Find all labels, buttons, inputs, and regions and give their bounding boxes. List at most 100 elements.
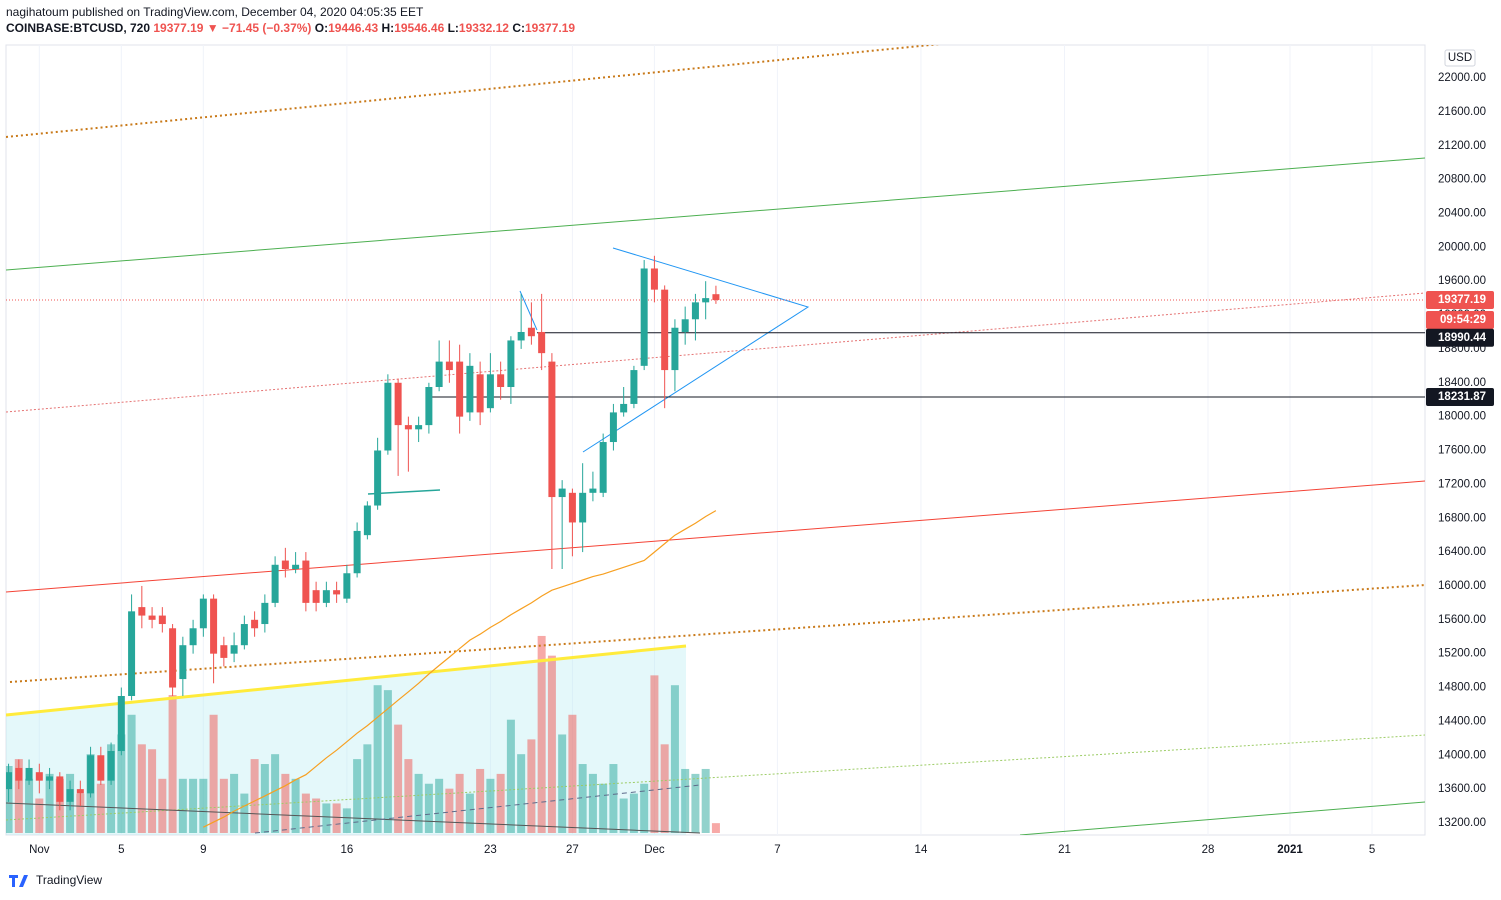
volume-bar — [650, 675, 659, 833]
volume-bar — [137, 744, 146, 833]
x-tick-label: 28 — [1202, 844, 1215, 856]
brand: TradingView — [36, 873, 103, 887]
y-tick-label: 22000.00 — [1438, 72, 1486, 84]
volume-bar — [517, 754, 526, 833]
candle-body — [25, 767, 33, 781]
logo — [9, 875, 28, 887]
candle-body — [548, 361, 556, 498]
candle-body — [302, 560, 310, 603]
candle-body — [230, 645, 238, 654]
trend-line — [1019, 801, 1425, 835]
trend-line — [6, 157, 1425, 271]
volume-bar — [178, 778, 187, 833]
volume-bar — [619, 798, 628, 833]
candle-body — [353, 530, 361, 574]
trend-line — [6, 802, 701, 834]
level-label-box — [1426, 388, 1494, 407]
candle-body — [650, 268, 658, 290]
low: 19332.12 — [458, 21, 509, 35]
candle-body — [425, 387, 433, 426]
triangle — [582, 247, 810, 453]
volume-bar — [547, 655, 556, 833]
candle-body — [691, 302, 699, 320]
volume-bar — [373, 685, 382, 833]
last-price-label-box — [1426, 291, 1494, 310]
candle-body — [507, 340, 515, 388]
candle-body — [363, 505, 371, 536]
candle-body — [46, 776, 54, 781]
candle-body — [148, 615, 156, 620]
volume-bar — [209, 714, 218, 833]
volume-bar — [301, 793, 310, 833]
candle-body — [240, 624, 248, 646]
candle-body — [589, 488, 597, 493]
volume-bar — [353, 759, 362, 833]
volume-bar — [537, 635, 546, 833]
countdown-label: 09:54:29 — [1440, 314, 1486, 326]
candles — [6, 255, 720, 828]
volume-bar — [230, 773, 239, 833]
c-label: C: — [512, 21, 525, 35]
candle-body — [404, 425, 412, 430]
volume-bar — [711, 823, 720, 833]
volume-bar — [25, 778, 34, 833]
candle-body — [322, 590, 330, 603]
candle-body — [712, 294, 720, 301]
candle-body — [281, 560, 289, 570]
candle-body — [107, 751, 115, 781]
x-tick-label: 2021 — [1277, 844, 1303, 856]
volume-bar — [476, 768, 485, 833]
volume-bar — [35, 798, 44, 833]
candle-body — [261, 602, 269, 625]
y-tick-label: 13600.00 — [1438, 783, 1486, 795]
trend-line — [9, 584, 1425, 683]
volume-bar — [96, 783, 105, 833]
volume-bar — [670, 685, 679, 833]
candle-body — [374, 450, 382, 506]
candle-body — [56, 776, 64, 802]
candle-body — [579, 492, 587, 523]
y-tick-label: 20000.00 — [1438, 241, 1486, 253]
candle-body — [199, 598, 207, 629]
x-tick-label: 9 — [200, 844, 206, 856]
candle-body — [169, 628, 177, 688]
candle-body — [179, 645, 187, 680]
candle-body — [476, 374, 484, 413]
candle-body — [312, 590, 320, 603]
x-tick-label: 14 — [915, 844, 928, 856]
volume-bar — [219, 778, 228, 833]
y-tick-label: 17600.00 — [1438, 445, 1486, 457]
candle-body — [35, 772, 43, 781]
y-tick-label: 14800.00 — [1438, 682, 1486, 694]
y-tick-label: 16400.00 — [1438, 546, 1486, 558]
candle-body — [661, 289, 669, 371]
volume-bar — [342, 808, 351, 833]
candle-body — [415, 425, 423, 430]
candle-body — [128, 611, 136, 696]
h-label: H: — [381, 21, 395, 35]
x-tick-label: 7 — [774, 844, 780, 856]
y-tick-label: 20800.00 — [1438, 174, 1486, 186]
candle-body — [66, 789, 74, 802]
volume-bar — [271, 754, 280, 833]
trend-line — [6, 292, 1425, 413]
volume-bar — [76, 793, 85, 833]
volume-bar — [148, 749, 157, 833]
volume-bar — [486, 778, 495, 833]
volume-bar — [701, 768, 710, 833]
change: −71.45 (−0.37%) — [222, 21, 312, 35]
trend-line — [254, 784, 701, 834]
candle-body — [517, 331, 525, 341]
y-tick-label: 18000.00 — [1438, 411, 1486, 423]
candle-body — [158, 615, 166, 625]
volume-bar — [424, 783, 433, 833]
volume-bar — [322, 803, 331, 833]
trend-line — [6, 45, 941, 138]
volume-bar — [527, 739, 536, 833]
y-tick-label: 17200.00 — [1438, 478, 1486, 490]
candle-body — [271, 564, 279, 603]
volume-bar — [168, 695, 177, 833]
level-label: 18990.44 — [1438, 332, 1487, 344]
candle-body — [435, 361, 443, 388]
y-tick-label: 15200.00 — [1438, 648, 1486, 660]
